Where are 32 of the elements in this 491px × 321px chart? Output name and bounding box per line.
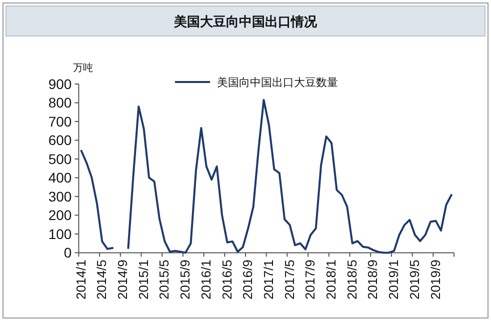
y-tick-label: 700 xyxy=(48,113,72,130)
x-tick-label: 2015/9 xyxy=(178,260,193,300)
chart-title: 美国大豆向中国出口情况 xyxy=(173,14,318,30)
x-tick-label: 2018/9 xyxy=(365,260,380,300)
y-tick-label: 400 xyxy=(48,170,72,186)
y-tick-label: 500 xyxy=(48,150,72,167)
x-tick-label: 2019/1 xyxy=(386,260,402,300)
x-tick-label: 2018/1 xyxy=(324,260,339,300)
x-tick-label: 2016/5 xyxy=(219,260,234,300)
x-tick-label: 2019/9 xyxy=(428,260,443,300)
y-tick-label: 200 xyxy=(48,207,72,224)
y-tick-label: 300 xyxy=(48,188,72,204)
x-tick-label: 2017/9 xyxy=(302,260,318,300)
x-tick-label: 2018/5 xyxy=(344,260,360,300)
x-tick-label: 2017/1 xyxy=(260,260,276,300)
x-tick-label: 2019/5 xyxy=(406,260,422,300)
y-axis-title: 万吨 xyxy=(73,62,93,74)
x-tick-label: 2014/9 xyxy=(115,260,130,300)
y-tick-label: 0 xyxy=(64,244,72,261)
x-tick-label: 2014/1 xyxy=(73,260,88,300)
legend: 美国向中国出口大豆数量 xyxy=(175,76,338,89)
y-tick-label: 600 xyxy=(48,132,72,148)
y-tick-label: 800 xyxy=(48,94,72,111)
y-tick-label: 900 xyxy=(48,76,72,92)
x-tick-label: 2017/5 xyxy=(282,260,297,300)
y-tick-label: 100 xyxy=(48,226,72,242)
x-tick-label: 2015/1 xyxy=(136,260,151,300)
x-tick-label: 2016/9 xyxy=(240,260,256,300)
x-tick-label: 2014/5 xyxy=(94,260,110,300)
legend-label: 美国向中国出口大豆数量 xyxy=(217,76,338,89)
x-tick-label: 2016/1 xyxy=(198,260,214,300)
x-tick-label: 2015/5 xyxy=(156,260,172,300)
